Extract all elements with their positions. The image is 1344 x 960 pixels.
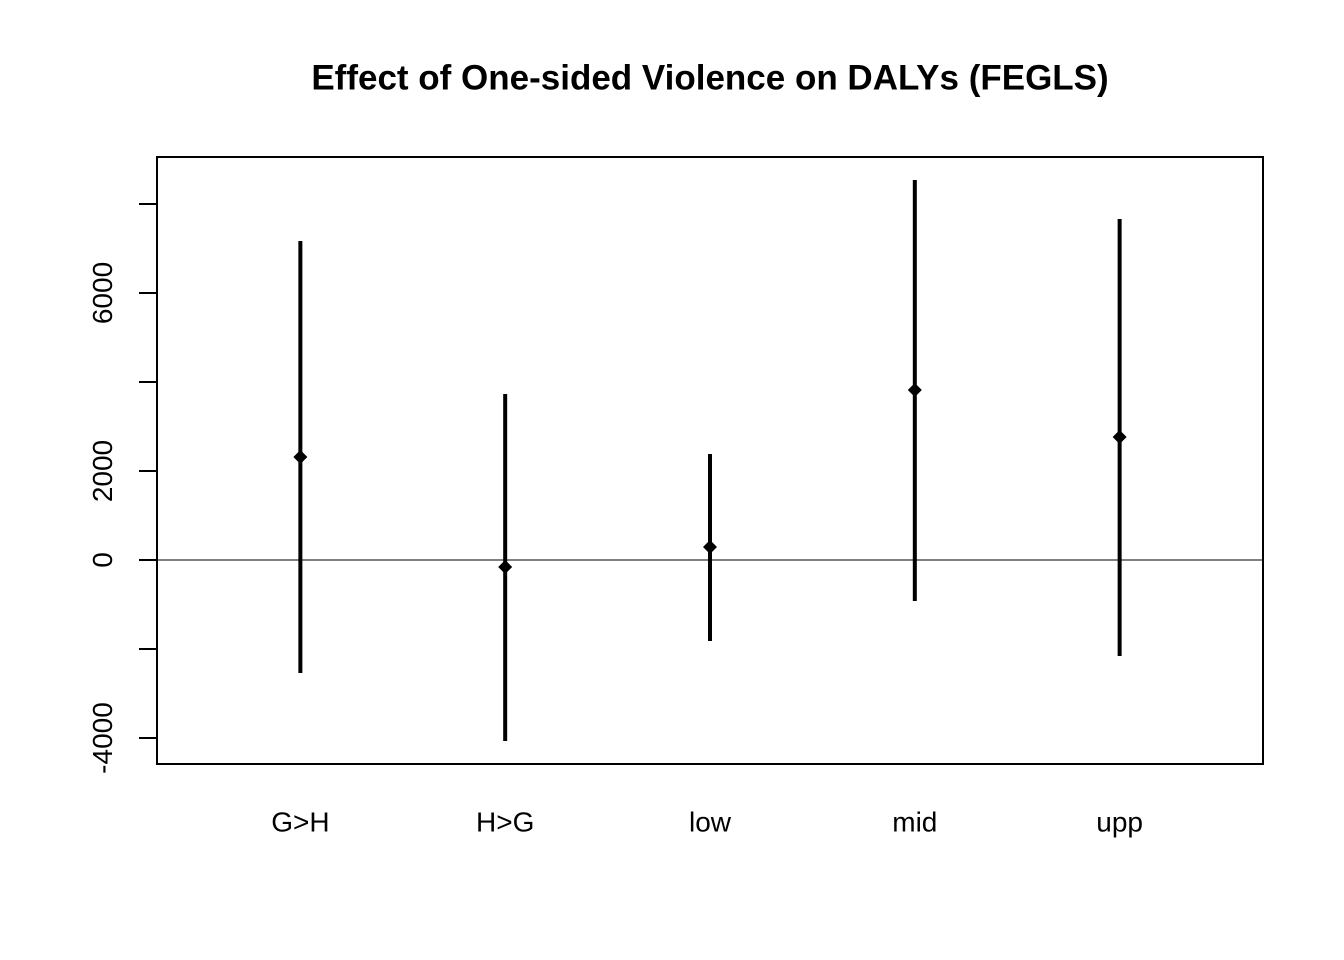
x-tick-label: G>H	[271, 806, 329, 837]
point	[1112, 430, 1127, 445]
y-tick-label: 6000	[87, 262, 118, 324]
x-tick-label: H>G	[476, 806, 534, 837]
point	[498, 559, 513, 574]
x-tick-label: low	[689, 806, 732, 837]
point	[293, 449, 308, 464]
y-tick-label: 2000	[87, 440, 118, 502]
point	[703, 540, 717, 555]
chart-title: Effect of One-sided Violence on DALYs (F…	[311, 58, 1108, 97]
y-tick-label: 0	[87, 552, 118, 568]
point	[907, 383, 922, 398]
y-tick-label: -4000	[87, 702, 118, 774]
x-tick-label: mid	[892, 806, 937, 837]
x-tick-label: upp	[1096, 806, 1143, 837]
plot-frame	[156, 156, 1264, 765]
